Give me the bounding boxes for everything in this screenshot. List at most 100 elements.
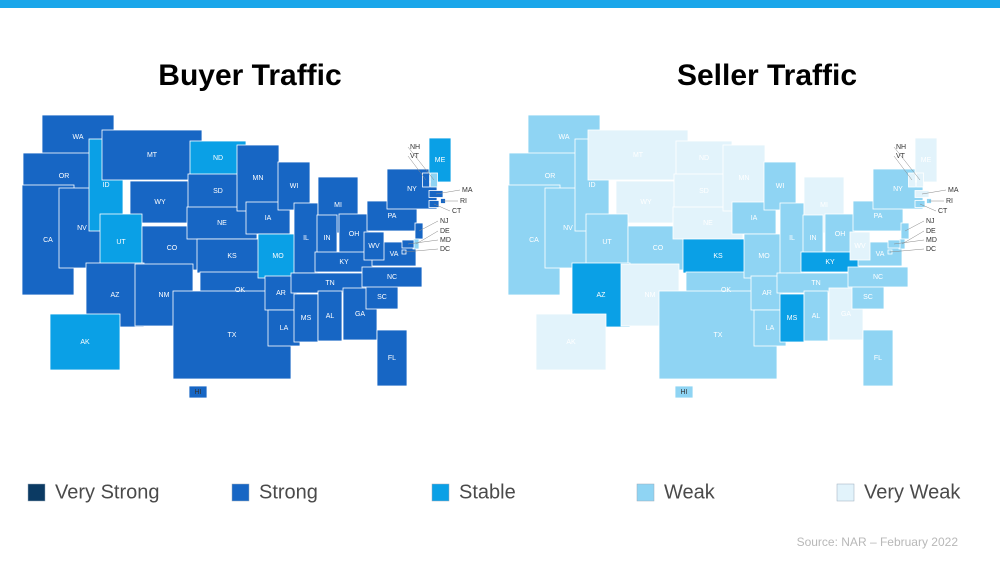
state-label: SD — [699, 188, 709, 195]
state-label: HI — [195, 389, 202, 396]
state-label: MT — [633, 152, 644, 159]
leader-line — [418, 220, 439, 232]
state-label: NE — [217, 220, 227, 227]
leader-line — [919, 203, 937, 212]
top-bar — [0, 0, 1000, 8]
state-label: AK — [566, 339, 576, 346]
state-label: DC — [926, 246, 936, 253]
state-label: TN — [811, 280, 820, 287]
state-label: DE — [440, 228, 450, 235]
state — [722, 144, 766, 212]
state-label: IL — [303, 235, 309, 242]
state-label: NJ — [926, 218, 935, 225]
state-label: SD — [213, 188, 223, 195]
state-label: NC — [873, 274, 883, 281]
state-label: PA — [874, 213, 883, 220]
legend-label: Very Weak — [864, 481, 961, 503]
leader-line — [921, 189, 947, 195]
state — [862, 329, 894, 387]
legend-swatch — [27, 483, 46, 502]
state-label: SC — [863, 294, 873, 301]
legend-label: Weak — [664, 481, 716, 503]
state — [803, 290, 829, 342]
state-label: FL — [874, 355, 882, 362]
legend-label: Stable — [459, 481, 516, 503]
state — [365, 284, 399, 310]
us-map: WA OR CA NV ID MT WY UT CO AZ NM ND SD NE KS OK TX MN IA MO… — [21, 114, 473, 399]
state-label: SC — [377, 294, 387, 301]
us-map: WA OR CA NV ID MT WY UT CO AZ NM ND SD NE KS OK TX MN IA MO… — [507, 114, 959, 399]
state-label: MA — [948, 187, 959, 194]
state-label: KS — [713, 253, 723, 260]
state — [851, 284, 885, 310]
state-label: WA — [72, 134, 83, 141]
state — [535, 313, 607, 371]
state-label: KY — [339, 259, 349, 266]
state-label: VA — [390, 251, 399, 258]
state-label: CT — [938, 208, 948, 215]
legend-label: Strong — [259, 481, 318, 503]
state-label: WV — [854, 243, 866, 250]
state-label: PA — [388, 213, 397, 220]
state-label: OK — [235, 287, 245, 294]
state-label: AK — [80, 339, 90, 346]
state-label: MI — [334, 202, 342, 209]
state-label: LA — [766, 325, 775, 332]
map-title: Buyer Traffic — [158, 59, 341, 92]
state — [361, 266, 423, 288]
leader-line — [893, 146, 921, 181]
state-label: OK — [721, 287, 731, 294]
state — [674, 385, 694, 399]
state-label: AR — [762, 290, 772, 297]
leader-line — [433, 203, 451, 212]
state — [847, 266, 909, 288]
state-label: OH — [835, 231, 846, 238]
state-label: MO — [758, 253, 770, 260]
state-label: RI — [460, 198, 467, 205]
state — [49, 313, 121, 371]
state-label: KY — [825, 259, 835, 266]
leader-line — [893, 155, 913, 181]
state-label: WV — [368, 243, 380, 250]
state-label: NV — [563, 225, 573, 232]
state-label: IA — [265, 215, 272, 222]
state-label: MO — [272, 253, 284, 260]
leader-line — [407, 146, 435, 181]
state-label: MN — [253, 175, 264, 182]
state-label: DE — [926, 228, 936, 235]
state-label: DC — [440, 246, 450, 253]
state — [779, 202, 805, 274]
leader-line — [435, 189, 461, 195]
leader-line — [407, 155, 427, 181]
legend-swatch — [636, 483, 655, 502]
state-label: TX — [714, 332, 723, 339]
state — [101, 129, 203, 181]
state-label: LA — [280, 325, 289, 332]
maps: WA OR CA NV ID MT WY UT CO AZ NM ND SD NE KS OK TX MN IA MO… — [21, 114, 959, 399]
state-label: NH — [410, 144, 420, 151]
state-label: IA — [751, 215, 758, 222]
state — [363, 231, 385, 261]
state — [186, 206, 258, 240]
state-label: RI — [946, 198, 953, 205]
state — [779, 293, 805, 343]
state-label: AL — [812, 313, 821, 320]
state — [849, 231, 871, 261]
state-label: WI — [776, 183, 785, 190]
state — [293, 293, 319, 343]
state-label: MA — [462, 187, 473, 194]
state — [236, 144, 280, 212]
state-label: WY — [640, 199, 652, 206]
source: Source: NAR – February 2022 — [797, 535, 959, 549]
state-label: UT — [116, 239, 126, 246]
state-label: NJ — [440, 218, 449, 225]
state-label: NM — [645, 292, 656, 299]
state-label: ME — [435, 157, 446, 164]
state-label: ID — [589, 182, 596, 189]
map-title: Seller Traffic — [677, 59, 857, 92]
state-label: NC — [387, 274, 397, 281]
state-label: MN — [739, 175, 750, 182]
state — [672, 206, 744, 240]
state-label: CA — [529, 237, 539, 244]
state-label: WA — [558, 134, 569, 141]
